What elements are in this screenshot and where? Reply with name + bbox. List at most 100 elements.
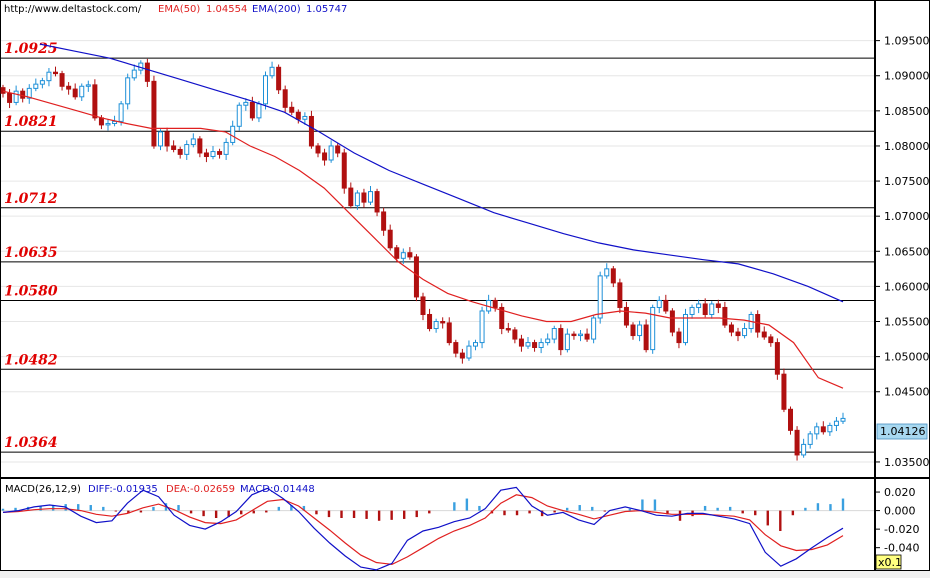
price-tick-label: 1.07500 — [884, 175, 930, 188]
candle-body — [728, 324, 734, 333]
candle-body — [223, 141, 229, 155]
candle-body — [578, 333, 583, 337]
candle-body — [131, 69, 137, 79]
candle-body — [276, 66, 282, 91]
price-tick-label: 1.05000 — [884, 351, 930, 364]
price-tick-label: 1.09000 — [884, 70, 930, 83]
zoom-label[interactable]: x0.1 — [878, 556, 902, 569]
candle-body — [282, 89, 288, 108]
candle-body — [761, 331, 767, 338]
candle-body — [322, 152, 328, 161]
candle-body — [72, 88, 78, 98]
candle-body — [387, 229, 393, 249]
candlesticks — [0, 58, 846, 461]
price-plot-area — [0, 0, 875, 478]
candle-body — [13, 90, 19, 103]
price-tick-label: 1.04500 — [884, 386, 930, 399]
candle-body — [177, 148, 183, 155]
candle-body — [203, 152, 209, 157]
zoom-button[interactable] — [875, 554, 902, 570]
candle-body — [400, 252, 406, 259]
candle-body — [0, 87, 6, 94]
candle-body — [794, 429, 800, 456]
candle-body — [85, 84, 91, 87]
candle-body — [715, 303, 721, 308]
candle-body — [427, 313, 433, 330]
candle-body — [7, 92, 13, 103]
candle-body — [814, 426, 820, 435]
macd-plot-area — [0, 478, 875, 571]
level-label: 1.0364 — [4, 435, 58, 451]
candle-body — [768, 336, 774, 344]
candle-body — [420, 296, 426, 315]
candle-body — [630, 324, 636, 337]
candle-body — [676, 331, 682, 344]
candle-body — [505, 328, 511, 331]
candle-body — [328, 145, 334, 161]
candle-body — [774, 342, 780, 375]
candle-body — [610, 268, 616, 284]
candle-body — [696, 303, 702, 308]
candle-body — [604, 268, 610, 277]
candle-body — [643, 324, 649, 351]
candle-body — [289, 106, 295, 113]
candle-body — [558, 328, 564, 351]
support-resistance-levels: 1.0925 1.0821 1.0712 1.0635 1.0580 1.0482 1.03… — [1, 41, 874, 453]
macd-name: MACD(26,12,9) — [5, 484, 81, 495]
candle-body — [781, 373, 787, 410]
candle-body — [26, 87, 32, 99]
candle-body — [433, 321, 439, 330]
macd-diff-line — [2, 486, 844, 571]
candle-body — [584, 333, 590, 340]
candle-body — [735, 331, 741, 337]
candle-body — [92, 84, 98, 119]
price-tick-label: 1.07000 — [884, 210, 930, 223]
candle-body — [742, 328, 748, 337]
candle-body — [98, 117, 104, 126]
candle-body — [308, 115, 314, 147]
candle-body — [637, 324, 643, 337]
candle-body — [184, 144, 190, 155]
candle-body — [361, 192, 367, 203]
candle-body — [683, 313, 688, 344]
candle-body — [151, 80, 157, 147]
candle-body — [499, 306, 505, 330]
candle-body — [689, 306, 695, 315]
candle-body — [197, 138, 203, 154]
candle-body — [348, 187, 354, 207]
candle-body — [525, 342, 531, 347]
candle-body — [518, 338, 524, 347]
candle-body — [53, 71, 58, 75]
candle-body — [446, 322, 452, 344]
candle-body — [532, 342, 538, 348]
candle-body — [591, 317, 597, 340]
candle-body — [459, 352, 465, 359]
candle-body — [354, 192, 360, 207]
macd-tick-label: -0.040 — [884, 542, 919, 555]
price-tick-label: 1.05500 — [884, 316, 930, 329]
candle-body — [833, 420, 839, 426]
candle-body — [46, 71, 52, 82]
candle-body — [492, 299, 498, 308]
candle-body — [256, 103, 262, 119]
current-price-label: 1.04126 — [880, 425, 926, 438]
macd-axis-ticks: 0.020 0.000 -0.020 -0.040 — [875, 486, 919, 555]
candle-body — [236, 104, 242, 127]
candle-body — [407, 252, 413, 258]
ema200-label: EMA(200) — [252, 4, 301, 15]
candle-body — [217, 151, 223, 155]
candle-body — [33, 83, 39, 89]
price-axis-ticks: 1.09500 1.09000 1.08500 1.08000 1.07500 1.070… — [875, 35, 930, 469]
candle-body — [249, 101, 255, 119]
candle-body — [453, 342, 459, 354]
candle-body — [440, 321, 446, 324]
macd-tick-label: 0.000 — [884, 505, 916, 518]
candle-body — [663, 299, 669, 312]
macd-tick-label: 0.020 — [884, 486, 916, 499]
candle-body — [656, 299, 662, 308]
candle-body — [158, 131, 163, 147]
candle-body — [623, 306, 629, 326]
candle-body — [20, 90, 26, 99]
ema200-value: 1.05747 — [306, 4, 347, 15]
